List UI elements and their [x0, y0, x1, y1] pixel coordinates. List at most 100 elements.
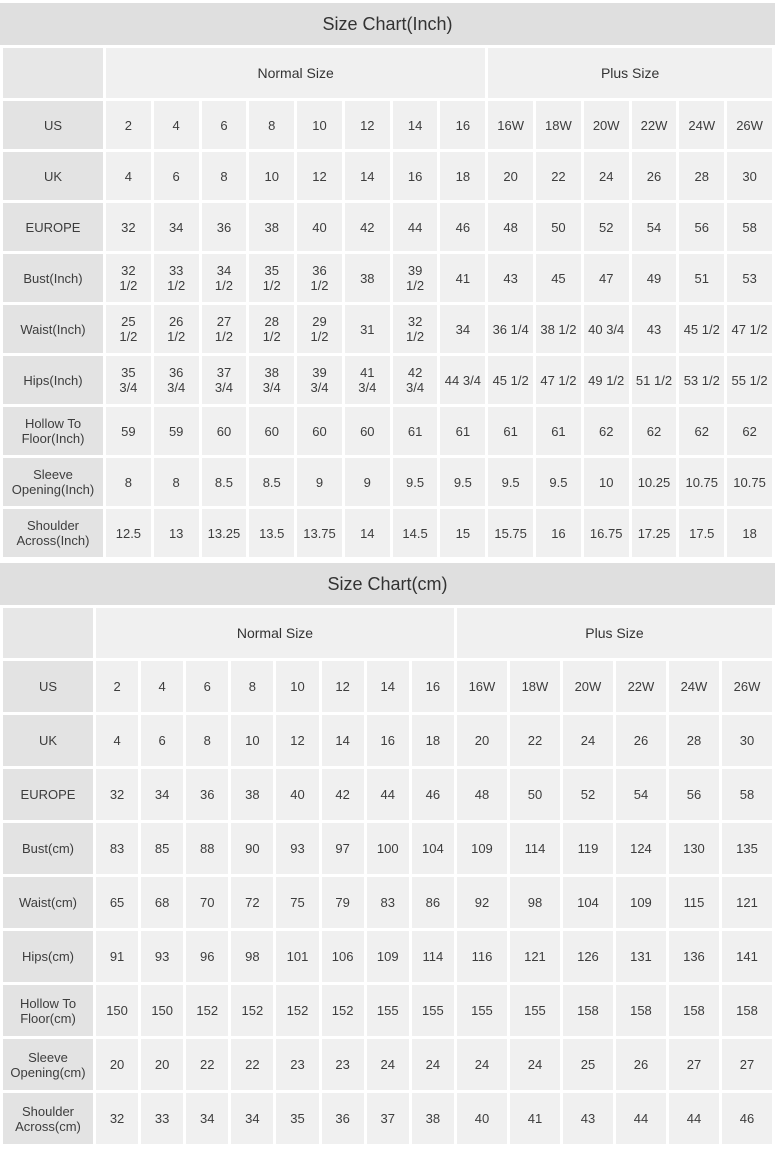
size-value-cell: 91	[96, 931, 139, 982]
size-value-cell: 34 1/2	[201, 254, 247, 302]
size-value-cell: 38	[411, 1093, 454, 1144]
size-value-cell: 51 1/2	[631, 356, 677, 404]
size-value-cell: 62	[631, 407, 677, 455]
size-value-cell: 16	[366, 715, 409, 766]
size-value-cell: 36	[321, 1093, 364, 1144]
size-value-cell: 136	[668, 931, 719, 982]
size-value-cell: 8	[186, 715, 229, 766]
table-row-uk: UK 4 6 8 10 12 14 16 18 20 22 24 26 28 30	[3, 715, 772, 766]
size-value-cell: 52	[562, 769, 613, 820]
size-value-cell: 24	[366, 1039, 409, 1090]
size-value-cell: 41	[509, 1093, 560, 1144]
size-value-cell: 18	[411, 715, 454, 766]
table-row-uk: UK 4 6 8 10 12 14 16 18 20 22 24 26 28 30	[3, 152, 772, 200]
size-value-cell: 40 3/4	[583, 305, 629, 353]
size-value-cell: 34	[440, 305, 486, 353]
size-value-cell: 20	[456, 715, 507, 766]
size-value-cell: 135	[721, 823, 772, 874]
size-value-cell: 16	[411, 661, 454, 712]
size-value-cell: 43	[631, 305, 677, 353]
size-value-cell: 100	[366, 823, 409, 874]
size-value-cell: 22	[536, 152, 581, 200]
size-value-cell: 4	[141, 661, 184, 712]
size-chart-cm-body: US 2 4 6 8 10 12 14 16 16W 18W 20W 22W 24W 26W UK 4 6 8 10 1…	[3, 661, 772, 1144]
size-value-cell: 54	[615, 769, 666, 820]
size-chart-cm-table: Normal Size Plus Size US 2 4 6 8 10 12 14 16 16W 1…	[0, 605, 775, 1147]
size-value-cell: 38	[231, 769, 274, 820]
size-value-cell: 9.5	[392, 458, 438, 506]
size-value-cell: 12.5	[106, 509, 151, 557]
size-value-cell: 41 3/4	[344, 356, 390, 404]
size-value-cell: 30	[721, 715, 772, 766]
size-value-cell: 90	[231, 823, 274, 874]
size-value-cell: 8	[153, 458, 199, 506]
size-value-cell: 34	[153, 203, 199, 251]
size-value-cell: 38 3/4	[249, 356, 295, 404]
size-value-cell: 54	[631, 203, 677, 251]
size-value-cell: 56	[679, 203, 725, 251]
size-value-cell: 26	[615, 715, 666, 766]
size-value-cell: 18	[440, 152, 486, 200]
size-value-cell: 9.5	[440, 458, 486, 506]
size-chart-inch-title: Size Chart(Inch)	[0, 3, 775, 45]
size-value-cell: 98	[509, 877, 560, 928]
row-label-uk: UK	[3, 152, 103, 200]
row-label-hollow-to-floor: Hollow To Floor(cm)	[3, 985, 93, 1036]
size-value-cell: 61	[392, 407, 438, 455]
row-label-europe: EUROPE	[3, 203, 103, 251]
size-value-cell: 35	[276, 1093, 319, 1144]
size-value-cell: 32 1/2	[392, 305, 438, 353]
size-value-cell: 10	[249, 152, 295, 200]
row-label-hips: Hips(Inch)	[3, 356, 103, 404]
table-row-hollow-to-floor: Hollow To Floor(Inch) 59 59 60 60 60 60 61 61 61 6…	[3, 407, 772, 455]
group-header-row: Normal Size Plus Size	[3, 48, 772, 98]
size-value-cell: 46	[721, 1093, 772, 1144]
size-value-cell: 115	[668, 877, 719, 928]
size-value-cell: 114	[411, 931, 454, 982]
size-value-cell: 55 1/2	[727, 356, 772, 404]
size-value-cell: 92	[456, 877, 507, 928]
size-value-cell: 9	[297, 458, 342, 506]
size-value-cell: 13.5	[249, 509, 295, 557]
table-row-hollow-to-floor: Hollow To Floor(cm) 150 150 152 152 152 152 155…	[3, 985, 772, 1036]
size-value-cell: 75	[276, 877, 319, 928]
size-value-cell: 31	[344, 305, 390, 353]
size-chart-inch-table: Normal Size Plus Size US 2 4 6 8 10 12 14 16 16W 1…	[0, 45, 775, 560]
size-value-cell: 36 1/4	[488, 305, 534, 353]
size-value-cell: 8.5	[201, 458, 247, 506]
size-value-cell: 60	[344, 407, 390, 455]
size-value-cell: 14	[392, 101, 438, 149]
size-value-cell: 38 1/2	[536, 305, 581, 353]
table-row-europe: EUROPE 32 34 36 38 40 42 44 46 48 50 52 54 56 58	[3, 203, 772, 251]
size-value-cell: 24	[456, 1039, 507, 1090]
size-value-cell: 97	[321, 823, 364, 874]
size-value-cell: 40	[297, 203, 342, 251]
size-value-cell: 10.75	[679, 458, 725, 506]
size-value-cell: 119	[562, 823, 613, 874]
table-row-us: US 2 4 6 8 10 12 14 16 16W 18W 20W 22W 24W 26W	[3, 101, 772, 149]
size-value-cell: 28 1/2	[249, 305, 295, 353]
size-value-cell: 49	[631, 254, 677, 302]
table-row-bust: Bust(cm) 83 85 88 90 93 97 100 104 109 114 119 124 13…	[3, 823, 772, 874]
size-value-cell: 152	[186, 985, 229, 1036]
size-value-cell: 2	[106, 101, 151, 149]
size-value-cell: 23	[321, 1039, 364, 1090]
size-value-cell: 155	[411, 985, 454, 1036]
size-value-cell: 9	[344, 458, 390, 506]
size-value-cell: 152	[321, 985, 364, 1036]
size-value-cell: 16W	[456, 661, 507, 712]
size-value-cell: 104	[411, 823, 454, 874]
size-value-cell: 58	[721, 769, 772, 820]
size-value-cell: 44	[668, 1093, 719, 1144]
size-value-cell: 34	[141, 769, 184, 820]
size-value-cell: 61	[536, 407, 581, 455]
size-value-cell: 35 1/2	[249, 254, 295, 302]
size-value-cell: 116	[456, 931, 507, 982]
size-value-cell: 50	[509, 769, 560, 820]
size-value-cell: 37 3/4	[201, 356, 247, 404]
size-value-cell: 62	[679, 407, 725, 455]
size-value-cell: 53	[727, 254, 772, 302]
row-label-shoulder-across: Shoulder Across(cm)	[3, 1093, 93, 1144]
size-value-cell: 10	[297, 101, 342, 149]
size-value-cell: 23	[276, 1039, 319, 1090]
